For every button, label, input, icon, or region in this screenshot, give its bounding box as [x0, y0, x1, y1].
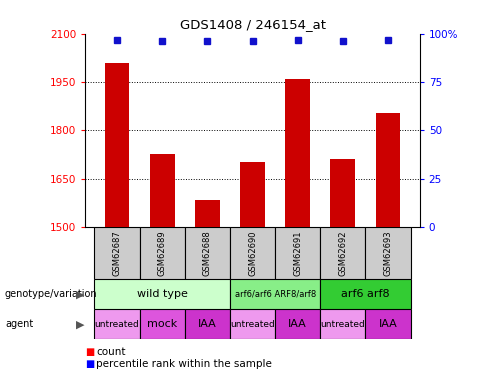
Bar: [104, 63, 129, 227]
FancyBboxPatch shape: [275, 227, 320, 279]
Bar: [285, 79, 310, 227]
Text: IAA: IAA: [288, 320, 307, 329]
Text: untreated: untreated: [321, 320, 365, 329]
FancyBboxPatch shape: [230, 227, 275, 279]
Bar: [376, 112, 401, 227]
Text: ▶: ▶: [76, 290, 84, 299]
Text: GSM62693: GSM62693: [384, 230, 392, 276]
FancyBboxPatch shape: [320, 279, 410, 309]
FancyBboxPatch shape: [95, 227, 140, 279]
Text: IAA: IAA: [198, 320, 217, 329]
FancyBboxPatch shape: [366, 227, 410, 279]
Text: GSM62691: GSM62691: [293, 230, 302, 276]
FancyBboxPatch shape: [320, 309, 366, 339]
Bar: [330, 159, 355, 227]
FancyBboxPatch shape: [140, 227, 185, 279]
Bar: [150, 154, 175, 227]
Text: arf6 arf8: arf6 arf8: [341, 290, 390, 299]
Text: untreated: untreated: [230, 320, 275, 329]
Text: wild type: wild type: [137, 290, 187, 299]
Bar: [240, 162, 265, 227]
Text: ▶: ▶: [76, 320, 84, 329]
FancyBboxPatch shape: [275, 309, 320, 339]
FancyBboxPatch shape: [95, 309, 140, 339]
FancyBboxPatch shape: [140, 309, 185, 339]
Text: ■: ■: [85, 359, 95, 369]
Text: agent: agent: [5, 320, 33, 329]
FancyBboxPatch shape: [185, 309, 230, 339]
Bar: [195, 201, 220, 227]
Text: arf6/arf6 ARF8/arf8: arf6/arf6 ARF8/arf8: [235, 290, 316, 299]
Text: GSM62689: GSM62689: [158, 230, 167, 276]
Text: GSM62690: GSM62690: [248, 230, 257, 276]
Text: percentile rank within the sample: percentile rank within the sample: [96, 359, 272, 369]
FancyBboxPatch shape: [230, 279, 320, 309]
Text: mock: mock: [147, 320, 177, 329]
FancyBboxPatch shape: [95, 279, 230, 309]
Text: untreated: untreated: [95, 320, 140, 329]
FancyBboxPatch shape: [230, 309, 275, 339]
FancyBboxPatch shape: [185, 227, 230, 279]
Text: ■: ■: [85, 347, 95, 357]
Title: GDS1408 / 246154_at: GDS1408 / 246154_at: [180, 18, 325, 31]
FancyBboxPatch shape: [320, 227, 366, 279]
Text: GSM62692: GSM62692: [338, 230, 347, 276]
Text: GSM62687: GSM62687: [113, 230, 122, 276]
Text: count: count: [96, 347, 125, 357]
Text: GSM62688: GSM62688: [203, 230, 212, 276]
FancyBboxPatch shape: [366, 309, 410, 339]
Text: genotype/variation: genotype/variation: [5, 290, 98, 299]
Text: IAA: IAA: [379, 320, 397, 329]
